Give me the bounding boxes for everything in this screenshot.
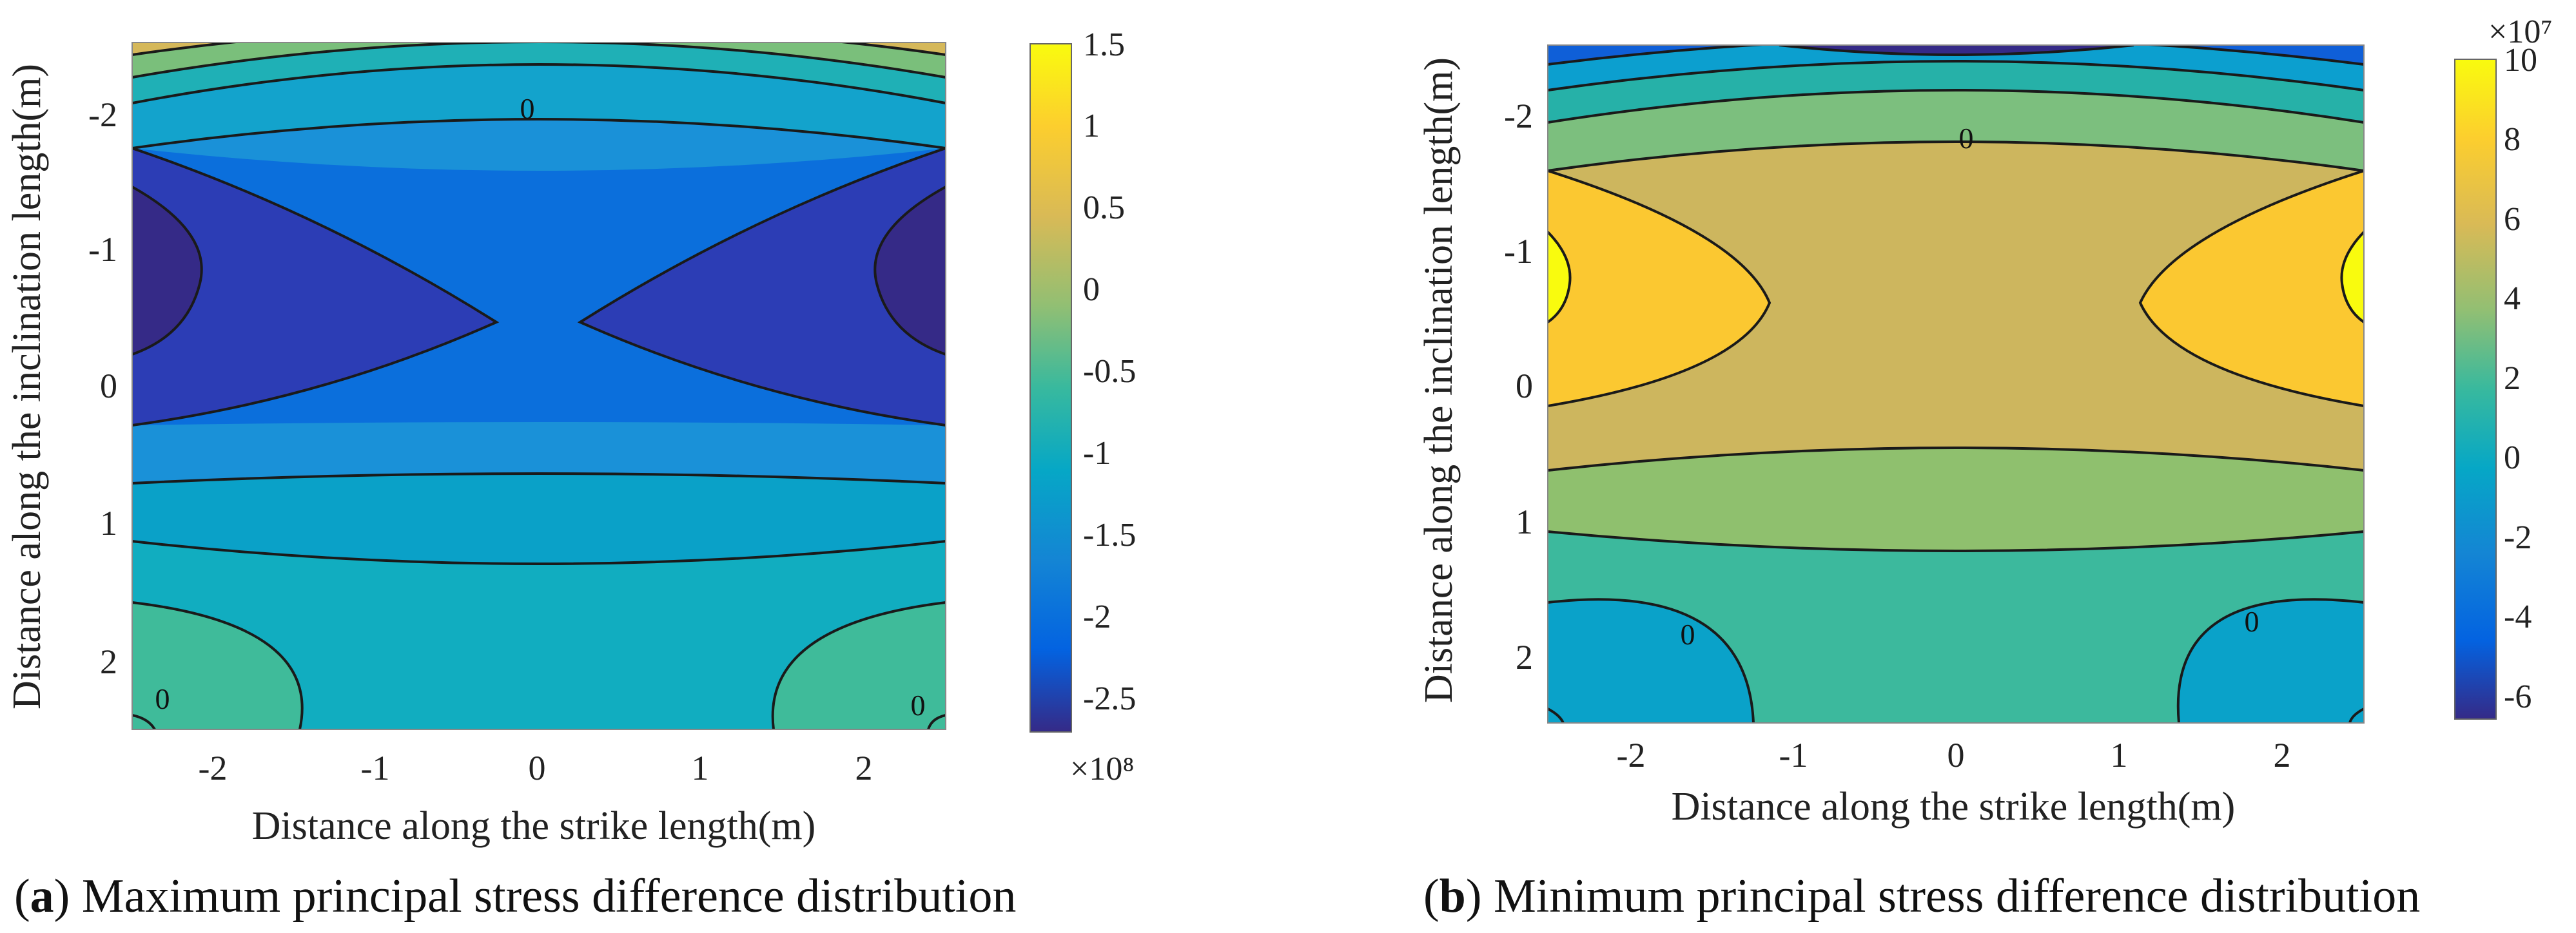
contour-label-b-1: 0 [1681,618,1695,651]
y-tick-b-0: -2 [1504,97,1533,135]
caption-b: (b) Minimum principal stress difference … [1423,870,2420,923]
x-tick-a-3: 1 [692,749,709,787]
y-tick-a-2: 0 [100,367,117,405]
colorbar-a-gradient [1029,43,1072,733]
y-tick-b-3: 1 [1516,503,1533,541]
x-tick-a-0: -2 [199,749,228,787]
x-tick-b-2: 0 [1947,736,1965,774]
cb-a-tick-4: -0.5 [1083,353,1136,390]
panel-b: 0 0 0 -2 -1 0 1 2 -2 -1 0 1 2 Distance a… [1417,14,2552,923]
cb-a-tick-5: -1 [1083,435,1111,472]
x-axis-label-a: Distance along the strike length(m) [252,804,816,848]
cb-b-tick-6: -2 [2504,519,2532,556]
panel-a: 0 0 0 -2 -1 0 1 2 -2 -1 0 1 2 Distance a… [5,26,1136,923]
caption-a-text: Maximum principal stress difference dist… [82,870,1017,923]
cb-b-tick-1: 8 [2504,121,2521,158]
x-ticks-a: -2 -1 0 1 2 [199,749,873,787]
cb-a-tick-3: 0 [1083,271,1100,308]
contour-fill-a [132,43,946,729]
cb-a-tick-2: 0.5 [1083,189,1125,226]
contour-label-a-0: 0 [520,92,535,125]
y-tick-a-4: 2 [100,642,117,681]
colorbar-a: 1.5 1 0.5 0 -0.5 -1 -1.5 -2 -2.5 ×10⁸ [1029,26,1136,787]
plot-frame-a [132,42,946,730]
cb-b-tick-5: 0 [2504,439,2521,476]
x-tick-a-1: -1 [361,749,390,787]
x-tick-b-3: 1 [2111,736,2128,774]
caption-b-letter: b [1439,870,1466,923]
contour-lines-b [1548,45,2364,723]
x-ticks-b: -2 -1 0 1 2 [1617,736,2291,774]
caption-a-letter: a [30,870,54,923]
y-tick-a-3: 1 [100,504,117,543]
y-ticks-a: -2 -1 0 1 2 [88,95,117,681]
y-axis-label-a: Distance along the inclination length(m) [5,64,49,709]
cb-b-tick-3: 4 [2504,280,2521,317]
cb-a-tick-0: 1.5 [1083,26,1125,63]
contour-label-a-1: 0 [155,682,170,715]
x-axis-label-b: Distance along the strike length(m) [1672,785,2236,829]
colorbar-b: 10 8 6 4 2 0 -2 -4 -6 ×10⁷ [2454,14,2552,720]
y-tick-a-1: -1 [88,230,117,269]
cb-a-tick-1: 1 [1083,108,1100,144]
y-tick-b-2: 0 [1516,367,1533,405]
x-tick-b-1: -1 [1779,736,1808,774]
cb-b-tick-7: -4 [2504,599,2532,635]
colorbar-b-ticks: 10 8 6 4 2 0 -2 -4 -6 [2504,42,2537,715]
y-axis-label-b: Distance along the inclination length(m) [1417,57,1461,703]
x-tick-b-4: 2 [2274,736,2291,774]
y-tick-a-0: -2 [88,95,117,134]
plot-frame-b [1547,44,2365,724]
x-tick-a-2: 0 [529,749,546,787]
cb-b-tick-4: 2 [2504,360,2521,397]
cb-a-tick-8: -2.5 [1083,680,1136,717]
x-tick-b-0: -2 [1617,736,1646,774]
y-ticks-b: -2 -1 0 1 2 [1504,97,1533,677]
y-tick-b-1: -1 [1504,232,1533,271]
colorbar-a-multiplier: ×10⁸ [1070,751,1134,787]
contour-fill-b [1548,45,2364,723]
contour-lines-a [132,43,946,729]
contour-label-a-2: 0 [911,689,926,722]
caption-b-text: Minimum principal stress difference dist… [1494,870,2420,923]
cb-a-tick-7: -2 [1083,599,1111,635]
caption-a: (a) Maximum principal stress difference … [14,870,1016,923]
colorbar-b-gradient [2454,59,2497,720]
contour-label-b-0: 0 [1959,122,1974,155]
cb-b-tick-8: -6 [2504,678,2532,715]
colorbar-a-ticks: 1.5 1 0.5 0 -0.5 -1 -1.5 -2 -2.5 [1083,26,1136,717]
cb-b-tick-2: 6 [2504,201,2521,238]
x-tick-a-4: 2 [855,749,873,787]
y-tick-b-4: 2 [1516,638,1533,677]
cb-a-tick-6: -1.5 [1083,517,1136,553]
colorbar-b-multiplier: ×10⁷ [2488,14,2552,50]
contour-label-b-2: 0 [2245,605,2259,638]
cb-b-tick-0: 10 [2504,42,2537,79]
